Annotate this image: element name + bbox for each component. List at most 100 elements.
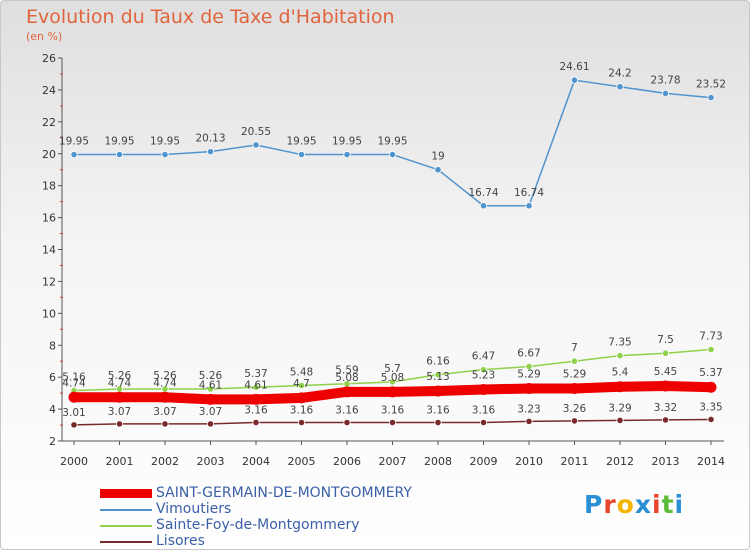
data-point [388, 150, 397, 159]
data-point [387, 386, 398, 398]
data-label: 6.16 [426, 356, 450, 368]
data-point [297, 418, 306, 427]
data-label: 5.26 [108, 370, 132, 382]
y-tick-label: 4 [49, 403, 56, 416]
y-tick-label: 26 [42, 52, 56, 65]
data-point [297, 381, 306, 390]
data-label: 5.23 [472, 369, 495, 381]
data-point [614, 381, 626, 393]
y-tick-label: 20 [42, 148, 56, 161]
data-label: 5.29 [517, 368, 540, 380]
data-label: 19.95 [332, 136, 362, 148]
x-tick-label: 2003 [197, 455, 225, 468]
legend-item-sainte-foy[interactable]: Sainte-Foy-de-Montgommery [100, 517, 500, 534]
data-label: 7 [571, 342, 578, 354]
data-point [115, 150, 124, 159]
data-label: 4.7 [293, 378, 310, 390]
data-point [616, 416, 624, 425]
data-label: 24.61 [559, 61, 589, 73]
data-point [661, 416, 670, 424]
data-point [250, 393, 262, 405]
legend-label: SAINT-GERMAIN-DE-MONTGOMMERY [156, 485, 412, 501]
data-label: 3.16 [290, 404, 314, 416]
data-point [479, 418, 488, 427]
data-label: 5.13 [426, 371, 449, 383]
data-label: 5.7 [384, 363, 401, 375]
data-label: 3.32 [654, 402, 677, 414]
data-point [70, 421, 78, 429]
y-tick-label: 6 [49, 371, 56, 384]
data-label: 7.73 [699, 331, 722, 343]
data-point [616, 352, 624, 360]
y-tick-label: 18 [42, 180, 56, 193]
legend-swatch [100, 509, 152, 511]
x-tick-label: 2000 [60, 455, 88, 468]
data-label: 16.74 [514, 187, 544, 199]
x-tick-label: 2008 [424, 455, 452, 468]
data-label: 19 [431, 151, 444, 163]
data-label: 5.59 [335, 365, 358, 377]
y-tick-label: 22 [42, 116, 56, 129]
data-point [525, 362, 533, 371]
data-point [388, 378, 397, 386]
data-label: 5.29 [563, 368, 586, 380]
data-label: 23.78 [650, 74, 680, 86]
data-label: 3.35 [699, 401, 722, 413]
data-label: 19.95 [104, 136, 134, 148]
data-point [252, 418, 260, 427]
data-point [161, 420, 169, 428]
data-label: 4.74 [62, 377, 86, 389]
data-point [707, 345, 715, 354]
data-label: 20.55 [241, 126, 271, 138]
logo-letter: i [674, 490, 685, 519]
y-tick-label: 24 [42, 84, 56, 97]
x-tick-label: 2010 [515, 455, 543, 468]
data-point [525, 417, 533, 425]
data-point [388, 418, 397, 427]
data-point [705, 381, 717, 393]
legend-item-saint-germain[interactable]: SAINT-GERMAIN-DE-MONTGOMMERY [100, 485, 500, 502]
x-tick-label: 2005 [288, 455, 316, 468]
y-tick-label: 12 [42, 275, 56, 288]
data-point [434, 371, 442, 379]
data-label: 5.48 [290, 366, 313, 378]
data-label: 3.23 [517, 403, 540, 415]
data-point [570, 76, 579, 84]
data-label: 7.5 [657, 334, 674, 346]
data-point [478, 383, 489, 395]
legend-item-lisores[interactable]: Lisores [100, 533, 500, 550]
chart-subtitle: (en %) [26, 30, 63, 43]
data-point [114, 391, 125, 403]
data-point [523, 382, 535, 394]
data-point [296, 392, 307, 404]
x-tick-label: 2007 [379, 455, 407, 468]
legend-item-vimoutiers[interactable]: Vimoutiers [100, 501, 500, 518]
logo-letter: r [603, 490, 617, 519]
data-point [707, 415, 715, 424]
logo-letter: P [584, 490, 604, 519]
data-point [341, 386, 353, 398]
data-point [343, 150, 351, 159]
data-point [434, 166, 442, 174]
data-label: 19.95 [377, 136, 407, 148]
data-label: 19.95 [286, 136, 316, 148]
legend-swatch [100, 489, 152, 498]
data-label: 16.74 [468, 187, 498, 199]
x-tick-label: 2002 [151, 455, 179, 468]
data-label: 5.37 [699, 367, 722, 379]
y-tick-label: 10 [42, 307, 56, 320]
logo-letter: i [652, 490, 662, 519]
data-point [115, 420, 124, 428]
data-point [661, 89, 670, 98]
data-point [68, 391, 80, 403]
data-label: 3.16 [472, 404, 496, 416]
data-label: 3.16 [381, 404, 405, 416]
data-point [569, 382, 580, 394]
data-point [660, 380, 671, 392]
data-label: 5.45 [654, 366, 677, 378]
data-label: 5.08 [335, 372, 358, 384]
data-label: 3.07 [108, 406, 131, 418]
data-point [616, 83, 624, 91]
